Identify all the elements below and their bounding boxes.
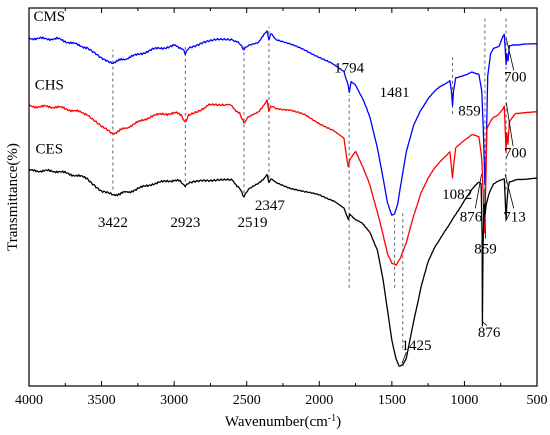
peak-label: 1425 bbox=[402, 338, 432, 354]
x-axis-label-sup: -1 bbox=[328, 413, 336, 424]
peak-label: 713 bbox=[503, 210, 526, 226]
series-line-cms bbox=[28, 30, 538, 216]
x-tick-label: 1500 bbox=[378, 393, 406, 408]
series-labels: CMS CHS CES bbox=[33, 9, 65, 157]
peak-label: 859 bbox=[458, 104, 481, 120]
x-axis-label-main: Wavenumber(cm bbox=[225, 414, 328, 430]
y-axis-label: Transmittance(%) bbox=[5, 143, 21, 251]
x-tick-label: 500 bbox=[527, 393, 548, 408]
x-tick-label: 2000 bbox=[305, 393, 333, 408]
peak-label: 2923 bbox=[170, 215, 200, 231]
x-tick-label: 1000 bbox=[450, 393, 478, 408]
leader-lines bbox=[401, 38, 515, 364]
x-tick-label: 2500 bbox=[233, 393, 261, 408]
leader-line bbox=[504, 174, 515, 209]
peak-label: 859 bbox=[474, 242, 497, 258]
leader-line bbox=[482, 321, 488, 326]
x-tick-label: 3500 bbox=[88, 393, 116, 408]
series-line-chs bbox=[28, 99, 538, 266]
x-axis-label-tail: ) bbox=[336, 414, 341, 430]
reference-lines bbox=[112, 15, 507, 349]
peak-label: 1481 bbox=[380, 85, 410, 101]
leader-line bbox=[505, 102, 514, 147]
leader-line bbox=[505, 38, 515, 71]
series-label: CMS bbox=[33, 9, 65, 25]
leader-line bbox=[484, 189, 486, 239]
leader-line bbox=[401, 351, 407, 364]
series-group bbox=[28, 30, 538, 367]
series-label: CHS bbox=[35, 77, 64, 93]
peak-label: 2519 bbox=[238, 215, 268, 231]
peak-label: 876 bbox=[478, 325, 501, 341]
x-axis-label: Wavenumber(cm-1) bbox=[225, 413, 341, 431]
peak-label: 1082 bbox=[442, 187, 472, 203]
peak-label: 3422 bbox=[98, 215, 128, 231]
series-line-ces bbox=[28, 168, 538, 367]
x-tick-label: 4000 bbox=[15, 393, 43, 408]
leader-line bbox=[474, 174, 482, 209]
x-tick-label: 3000 bbox=[160, 393, 188, 408]
peak-label: 876 bbox=[460, 210, 483, 226]
peak-label: 2347 bbox=[255, 198, 286, 214]
series-label: CES bbox=[36, 142, 64, 158]
peak-label: 1794 bbox=[334, 60, 365, 76]
peak-label: 700 bbox=[504, 70, 527, 86]
peak-label: 700 bbox=[504, 145, 527, 161]
x-axis-ticks: 4000 3500 3000 2500 2000 1500 1000 500 bbox=[15, 8, 548, 408]
